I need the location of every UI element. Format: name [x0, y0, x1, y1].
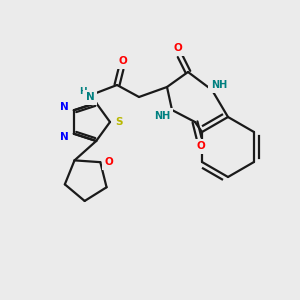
Text: S: S: [115, 117, 123, 127]
Text: O: O: [174, 43, 182, 53]
Text: O: O: [105, 157, 114, 167]
Text: O: O: [196, 141, 206, 151]
Text: N: N: [85, 92, 94, 102]
Text: H: H: [79, 86, 87, 95]
Text: N: N: [60, 102, 69, 112]
Text: NH: NH: [211, 80, 227, 90]
Text: N: N: [60, 132, 69, 142]
Text: O: O: [118, 56, 127, 66]
Text: NH: NH: [154, 111, 170, 121]
